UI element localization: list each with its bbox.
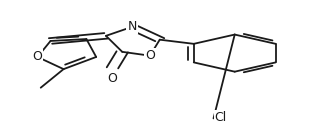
Text: Cl: Cl (215, 111, 227, 124)
Text: N: N (127, 20, 137, 33)
Text: O: O (108, 72, 117, 85)
Text: O: O (145, 49, 155, 62)
Text: O: O (33, 50, 42, 63)
